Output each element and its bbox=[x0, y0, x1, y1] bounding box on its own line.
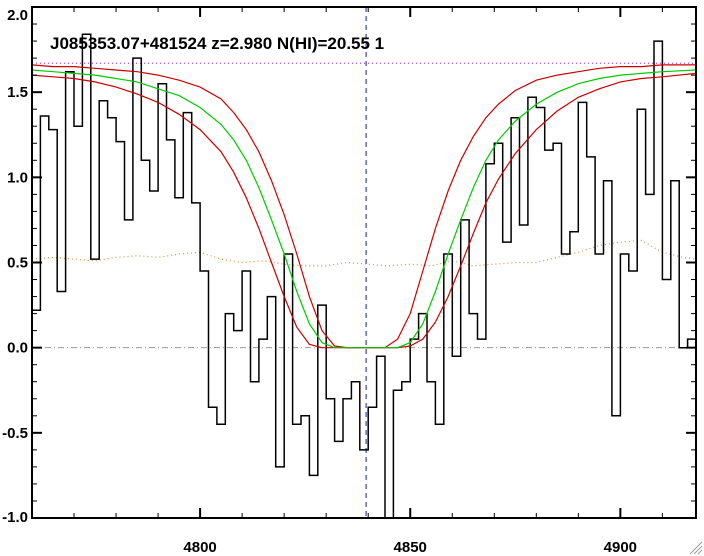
error-series bbox=[32, 239, 696, 267]
x-tick-label: 4800 bbox=[183, 539, 216, 556]
axes: -1.0 -0.5 0.0 0.5 1.0 1.5 2.0 4800 4850 4900 bbox=[2, 6, 697, 556]
x-tick-label: 4900 bbox=[604, 539, 637, 556]
y-tick-label: 0.5 bbox=[7, 255, 28, 272]
y-tick-label: 1.0 bbox=[7, 169, 28, 186]
y-tick-label: 0.0 bbox=[7, 340, 28, 357]
model-series bbox=[32, 69, 696, 349]
chart-title: J085353.07+481524 z=2.980 N(HI)=20.55 1 bbox=[50, 34, 384, 53]
y-tick-label: -1.0 bbox=[2, 509, 28, 526]
y-tick-label: 1.5 bbox=[7, 84, 28, 101]
plot-area bbox=[32, 7, 696, 518]
x-tick-label: 4850 bbox=[394, 539, 427, 556]
flux-series bbox=[32, 33, 696, 518]
resize-grip-icon[interactable] bbox=[689, 541, 703, 555]
y-tick-label: -0.5 bbox=[2, 425, 28, 442]
y-tick-label: 2.0 bbox=[7, 7, 28, 24]
